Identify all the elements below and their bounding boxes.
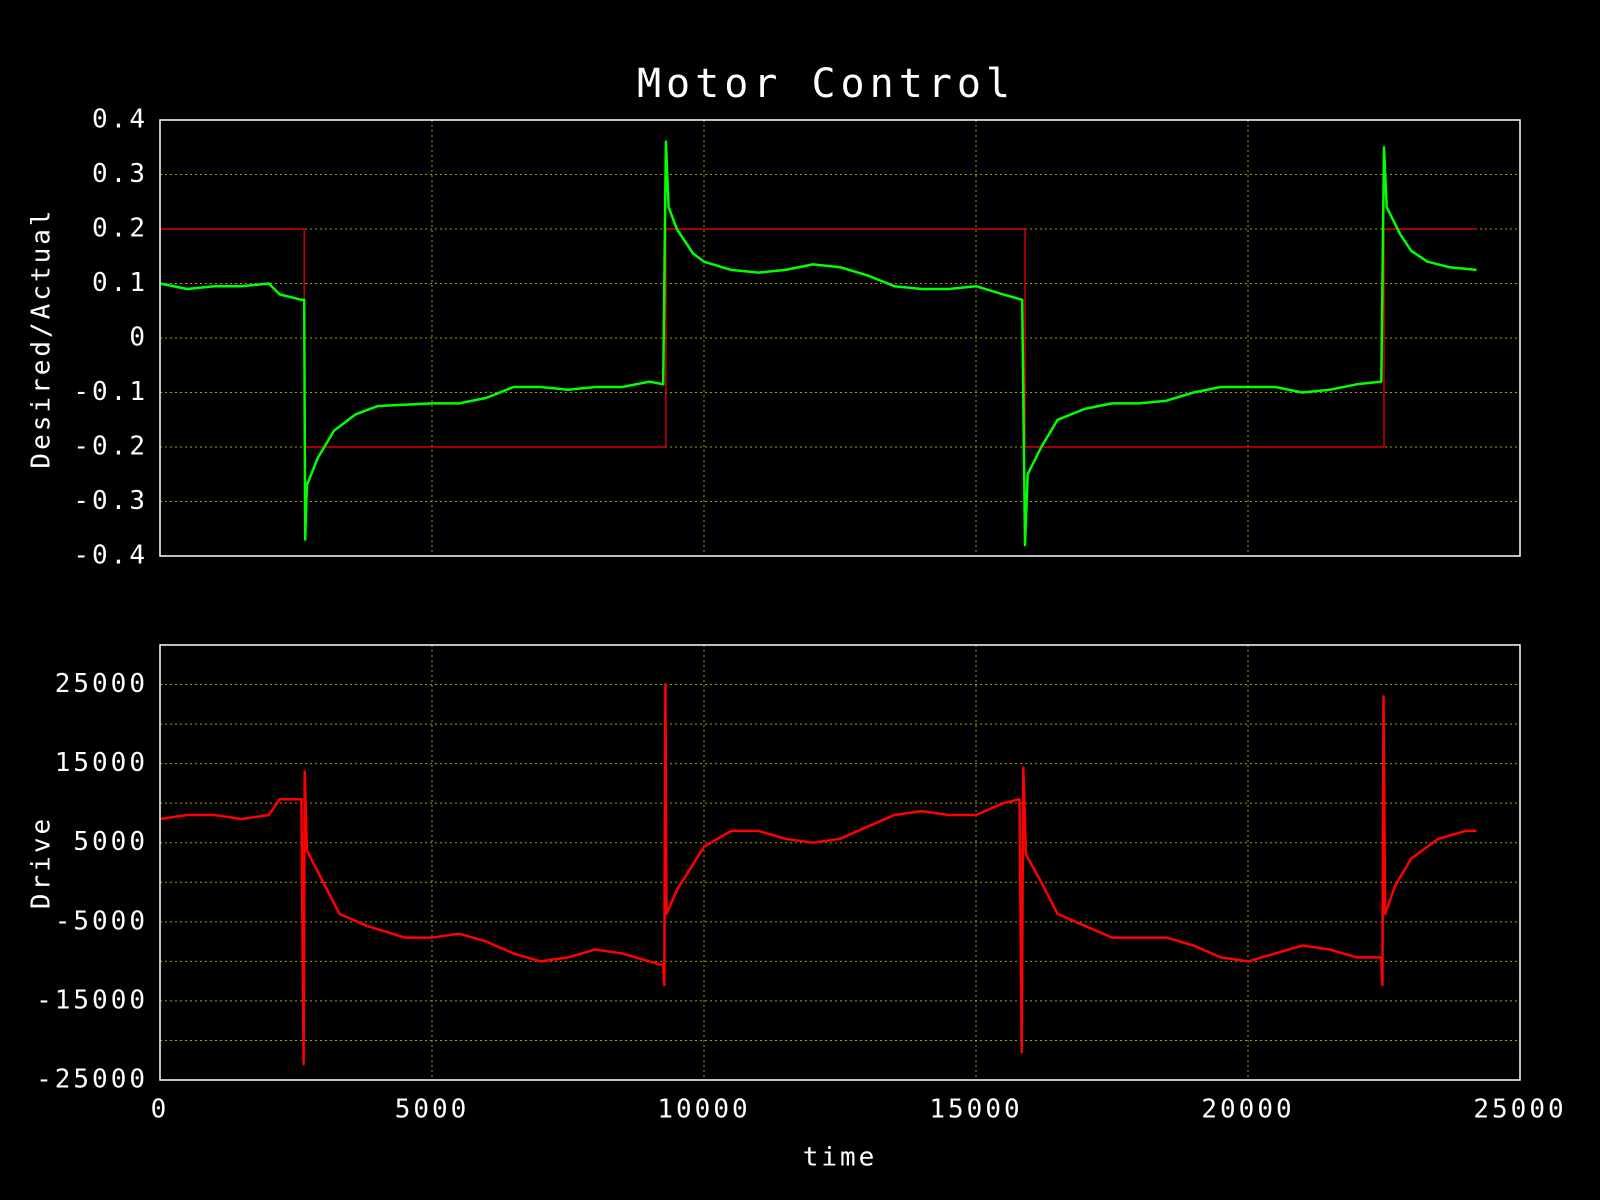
x-axis-label: time <box>803 1143 878 1173</box>
chart-title: Motor Control <box>637 61 1015 107</box>
y-tick-label: -0.2 <box>73 432 148 462</box>
data-line <box>159 140 1477 547</box>
y-tick-label: 5000 <box>73 827 148 857</box>
y-tick-label: 0 <box>129 323 148 353</box>
y-tick-label: -15000 <box>36 985 148 1015</box>
x-tick-label: 0 <box>151 1095 170 1125</box>
x-tick-label: 20000 <box>1201 1095 1294 1125</box>
y-tick-label: -25000 <box>36 1065 148 1095</box>
y-tick-label: 0.1 <box>92 268 148 298</box>
y-axis-label: Desired/Actual <box>27 207 57 468</box>
y-tick-label: -0.1 <box>73 377 148 407</box>
y-tick-label: -5000 <box>55 906 148 936</box>
data-line <box>159 683 1477 1066</box>
plot-frame <box>159 119 1521 557</box>
y-tick-label: 0.3 <box>92 159 148 189</box>
plot-frame <box>159 644 1521 1081</box>
x-tick-label: 15000 <box>929 1095 1022 1125</box>
y-tick-label: 25000 <box>55 669 148 699</box>
x-tick-label: 10000 <box>657 1095 750 1125</box>
y-tick-label: -0.4 <box>73 541 148 571</box>
x-tick-label: 5000 <box>395 1095 470 1125</box>
y-axis-label: Drive <box>27 816 57 909</box>
y-tick-label: -0.3 <box>73 486 148 516</box>
y-tick-label: 15000 <box>55 748 148 778</box>
y-tick-label: 0.4 <box>92 105 148 135</box>
y-tick-label: 0.2 <box>92 214 148 244</box>
x-tick-label: 25000 <box>1473 1095 1566 1125</box>
